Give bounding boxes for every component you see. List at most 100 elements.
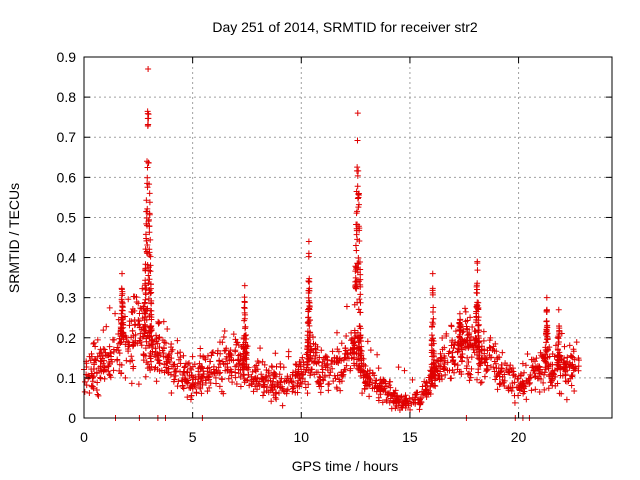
data-point	[543, 294, 550, 301]
x-tick-labels: 0 5 10 15 20	[80, 429, 526, 445]
data-point	[162, 340, 169, 347]
data-point	[338, 369, 345, 376]
data-point	[258, 371, 265, 378]
data-point	[145, 216, 152, 223]
data-point	[144, 123, 151, 130]
data-point	[532, 374, 539, 381]
data-point	[444, 359, 451, 366]
data-point	[171, 373, 178, 380]
data-point	[305, 337, 312, 344]
data-point	[149, 348, 156, 355]
data-point	[438, 376, 445, 383]
data-point	[147, 353, 154, 360]
data-point	[357, 309, 364, 316]
data-point	[449, 337, 456, 344]
data-point	[154, 340, 161, 347]
data-point	[243, 363, 250, 370]
data-point	[100, 362, 107, 369]
data-point	[217, 361, 224, 368]
data-point	[357, 299, 364, 306]
data-point	[142, 353, 149, 360]
data-point	[141, 317, 148, 324]
data-point	[241, 282, 248, 289]
data-point	[476, 360, 483, 367]
data-point	[267, 384, 274, 391]
data-point	[206, 364, 213, 371]
data-point	[526, 379, 533, 386]
data-point	[127, 358, 134, 365]
data-point	[189, 353, 196, 360]
data-point	[222, 347, 229, 354]
data-point	[232, 374, 239, 381]
data-point	[436, 372, 443, 379]
data-point	[251, 375, 258, 382]
data-point	[557, 372, 564, 379]
data-point	[88, 350, 95, 357]
data-point	[147, 323, 154, 330]
data-point	[300, 359, 307, 366]
data-point	[206, 384, 213, 391]
data-point	[210, 366, 217, 373]
data-point	[478, 379, 485, 386]
x-tick-label: 0	[80, 429, 88, 445]
data-point	[86, 390, 93, 397]
data-point	[268, 363, 275, 370]
data-point	[338, 340, 345, 347]
data-point	[364, 338, 371, 345]
data-point	[321, 372, 328, 379]
data-point	[143, 285, 150, 292]
data-point	[466, 330, 473, 337]
data-point	[462, 308, 469, 315]
data-point	[233, 380, 240, 387]
data-point	[174, 383, 181, 390]
data-point	[495, 365, 502, 372]
data-point	[139, 285, 146, 292]
data-point	[146, 312, 153, 319]
data-point	[110, 367, 117, 374]
data-point	[195, 365, 202, 372]
data-point	[474, 267, 481, 274]
data-point	[568, 382, 575, 389]
data-point	[137, 338, 144, 345]
data-point	[418, 398, 425, 405]
y-tick-label: 0.9	[57, 49, 77, 65]
data-point	[180, 385, 187, 392]
data-point	[259, 358, 266, 365]
data-point	[243, 345, 250, 352]
data-point	[260, 378, 267, 385]
data-point	[363, 382, 370, 389]
data-point	[90, 340, 97, 347]
data-point	[352, 242, 359, 249]
data-point	[570, 367, 577, 374]
data-point	[536, 370, 543, 377]
x-tick-label: 15	[402, 429, 418, 445]
data-point	[515, 392, 522, 399]
data-point	[401, 367, 408, 374]
data-point	[527, 371, 534, 378]
data-point	[537, 370, 544, 377]
data-point	[93, 369, 100, 376]
data-point	[318, 347, 325, 354]
data-point	[545, 385, 552, 392]
data-point	[221, 327, 228, 334]
data-point	[567, 352, 574, 359]
data-point	[352, 263, 359, 270]
data-point	[141, 310, 148, 317]
data-point	[494, 371, 501, 378]
data-point	[128, 380, 135, 387]
data-point	[124, 338, 131, 345]
data-point	[216, 339, 223, 346]
data-point	[374, 351, 381, 358]
data-point	[476, 346, 483, 353]
data-point	[119, 299, 126, 306]
data-point	[304, 390, 311, 397]
data-point	[357, 266, 364, 273]
data-point	[436, 362, 443, 369]
data-point	[347, 346, 354, 353]
data-point	[316, 354, 323, 361]
data-point	[148, 316, 155, 323]
data-point	[549, 382, 556, 389]
data-point	[265, 389, 272, 396]
data-point	[409, 376, 416, 383]
